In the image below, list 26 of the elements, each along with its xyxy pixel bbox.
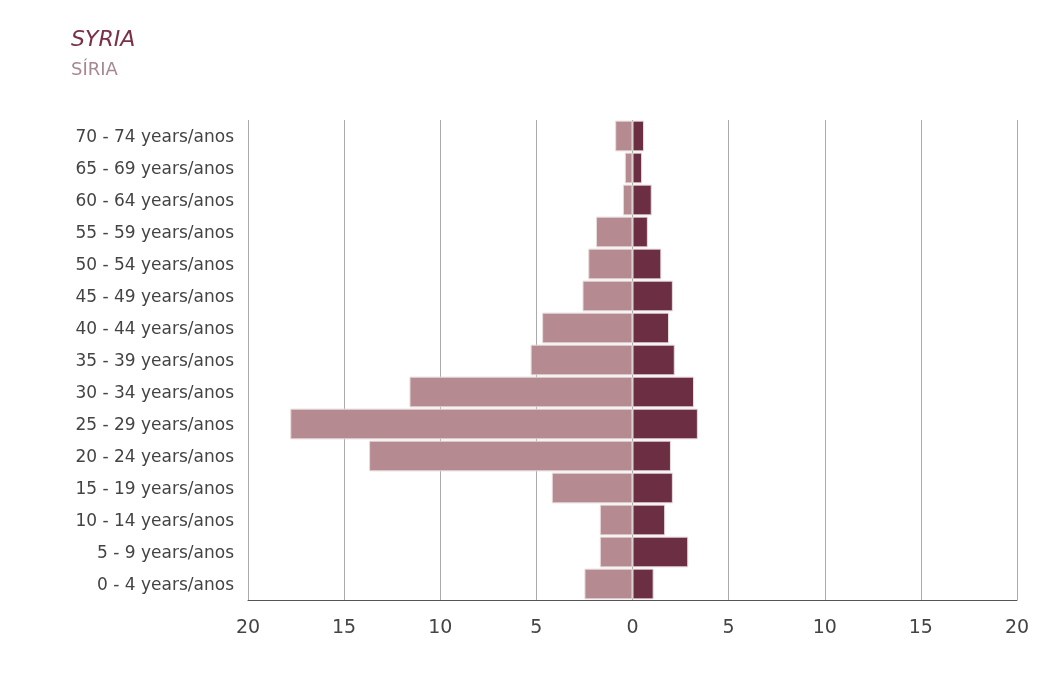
y-tick-label: 70 - 74 years/anos bbox=[75, 126, 235, 146]
text: SÍRIA bbox=[71, 57, 119, 79]
y-tick-label: 15 - 19 years/anos bbox=[75, 478, 235, 498]
x-tick-label: 20 bbox=[1004, 614, 1030, 637]
y-tick-label: 35 - 39 years/anos bbox=[75, 350, 235, 370]
x-tick-label: 5 bbox=[722, 614, 735, 637]
y-tick-label: 50 - 54 years/anos bbox=[75, 254, 235, 274]
chart-title: SYRIA bbox=[71, 25, 136, 51]
x-tick-label: 10 bbox=[812, 614, 837, 637]
y-tick-label: 55 - 59 years/anos bbox=[75, 222, 235, 242]
y-tick-label: 65 - 69 years/anos bbox=[75, 158, 235, 178]
y-tick-label: 30 - 34 years/anos bbox=[75, 382, 235, 402]
y-tick-label: 20 - 24 years/anos bbox=[75, 446, 235, 466]
x-tick-label: 15 bbox=[908, 614, 933, 637]
x-tick-label: 10 bbox=[428, 614, 453, 637]
x-tick-label: 20 bbox=[235, 614, 261, 637]
y-tick-label: 25 - 29 years/anos bbox=[75, 414, 235, 434]
y-tick-label: 5 - 9 years/anos bbox=[97, 542, 235, 562]
y-tick-label: 45 - 49 years/anos bbox=[75, 286, 235, 306]
x-tick-label: 15 bbox=[332, 614, 357, 637]
x-tick-label: 5 bbox=[530, 614, 543, 637]
y-tick-label: 40 - 44 years/anos bbox=[75, 318, 235, 338]
y-tick-label: 10 - 14 years/anos bbox=[75, 510, 235, 530]
y-tick-label: 60 - 64 years/anos bbox=[75, 190, 235, 210]
y-tick-label: 0 - 4 years/anos bbox=[97, 574, 235, 594]
x-tick-label: 0 bbox=[626, 614, 639, 637]
